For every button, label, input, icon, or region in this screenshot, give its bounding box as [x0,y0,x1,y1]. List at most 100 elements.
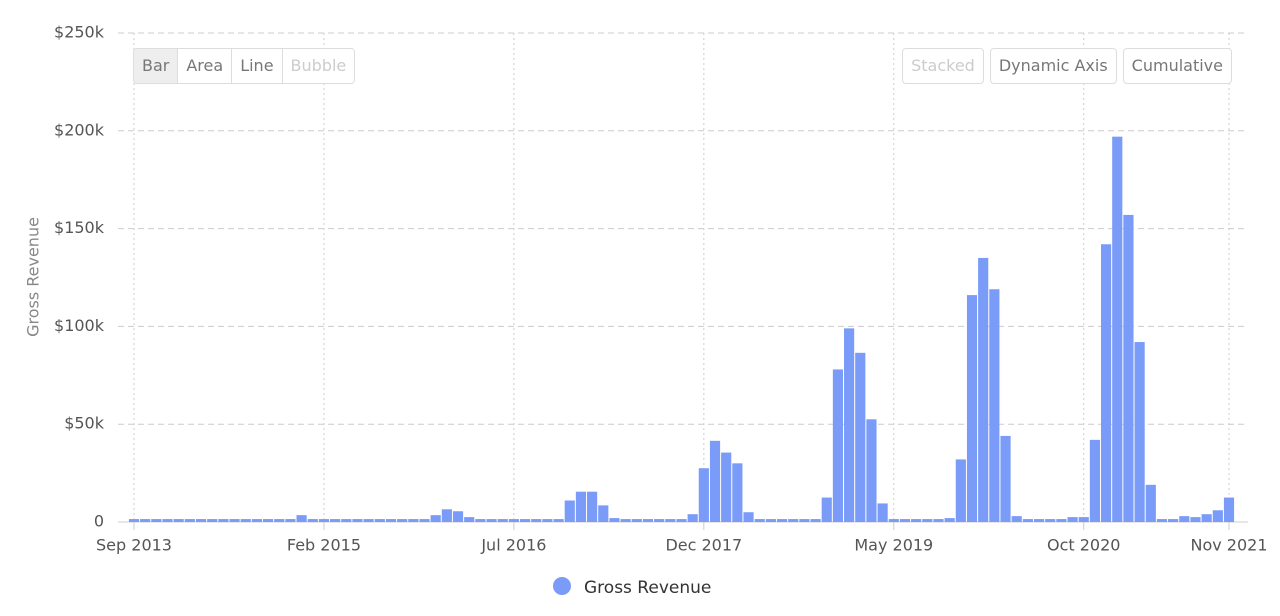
bar [1078,517,1089,522]
bar [452,511,464,522]
bar [1056,519,1067,522]
bar [162,519,173,522]
bar [564,500,575,522]
bar [933,519,944,522]
bar [1089,439,1101,522]
bar [821,497,832,522]
bar [1045,519,1056,522]
bar [642,519,654,522]
bar [888,519,899,522]
y-axis-label: Gross Revenue [24,217,43,337]
button[interactable]: Dynamic Axis [989,48,1117,84]
bar [296,515,307,522]
bar [151,519,162,522]
bar [430,515,441,522]
button: Stacked [902,48,984,84]
bar [285,519,296,522]
bar [609,518,620,522]
bar [1101,244,1112,523]
y-tick-label: $150k [54,218,105,237]
bar [776,519,788,522]
bar [721,452,732,522]
bar [620,519,631,522]
bar [732,463,743,522]
bar [195,519,207,522]
bar [966,295,978,522]
bar [832,369,844,522]
bar [989,289,1000,522]
bar [587,491,598,522]
x-tick-label: Sep 2013 [96,536,172,555]
bar [810,519,821,522]
bar [799,519,810,522]
bar [397,519,408,522]
bar [844,328,855,522]
bar [318,519,330,522]
option-buttons: Stacked Dynamic Axis Cumulative [902,48,1232,84]
button[interactable]: Cumulative [1122,48,1232,84]
bar [1212,510,1223,522]
bar [1112,136,1123,522]
bar [1145,484,1156,522]
x-tick-label: Jul 2016 [480,536,546,555]
bar [743,512,754,522]
bar [654,519,665,522]
bar [173,519,184,522]
bar [955,459,966,522]
bar [598,505,609,522]
bar [464,517,475,522]
bar [218,519,229,522]
bar [877,503,888,522]
bar [978,257,989,522]
bar [531,519,542,522]
bar [1156,519,1168,522]
bar [631,519,642,522]
bar [911,519,922,522]
bar [575,491,587,522]
bar [553,519,564,522]
bar [497,519,508,522]
bar [140,519,151,522]
bar [385,519,397,522]
bar [922,519,933,522]
x-tick-label: Feb 2015 [287,536,361,555]
bar [1022,519,1033,522]
button[interactable]: Bar [134,49,178,83]
button-group: Bar Area Line Bubble [133,48,356,84]
x-tick-label: May 2019 [854,536,933,555]
bar [330,519,341,522]
button[interactable]: Line [231,49,282,83]
bar [1033,519,1045,522]
bar [251,519,262,522]
bar [1011,516,1022,522]
bar [855,352,866,522]
bar [1179,516,1190,522]
bar [1000,435,1011,522]
legend-marker [553,577,571,595]
bar [341,519,352,522]
button[interactable]: Area [177,49,232,83]
bar [676,519,687,522]
bar [441,509,452,522]
bar [419,519,430,522]
bar [542,519,553,522]
y-tick-label: 0 [94,512,104,531]
x-tick-label: Nov 2021 [1190,536,1267,555]
x-tick-label: Dec 2017 [665,536,742,555]
bar [363,519,374,522]
bar [698,468,709,522]
bar [352,519,363,522]
bar [229,519,240,522]
bar [374,519,385,522]
bar [1067,517,1078,522]
y-tick-label: $200k [54,120,105,139]
bar [207,519,218,522]
bar [1168,519,1179,522]
y-tick-label: $50k [64,414,105,433]
legend-label: Gross Revenue [584,578,711,598]
bar [262,519,274,522]
bar [1134,342,1145,522]
bar [665,519,676,522]
bar [307,519,318,522]
